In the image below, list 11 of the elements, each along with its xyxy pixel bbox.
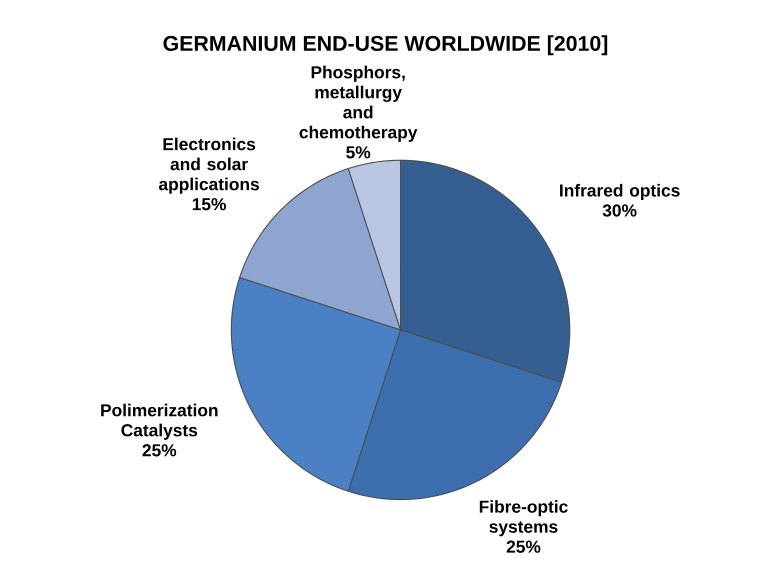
slice-label: Polimerization Catalysts [101, 404, 218, 440]
data-label: 5% [346, 146, 370, 159]
data-label: 15% [192, 198, 226, 211]
data-label: 25% [142, 444, 176, 457]
slice-label: Electronics and solar applications [158, 138, 259, 194]
data-label: 25% [506, 540, 540, 554]
slice-label: Phosphors, metallurgy and chemotherapy [300, 66, 418, 142]
data-label: 30% [602, 204, 637, 217]
chart-title: GERMANIUM END-USE WORLDWIDE [2010] [163, 36, 608, 56]
slice-label: Infrared optics [560, 184, 680, 200]
slice-label: Fibre-optic systems [480, 500, 568, 536]
